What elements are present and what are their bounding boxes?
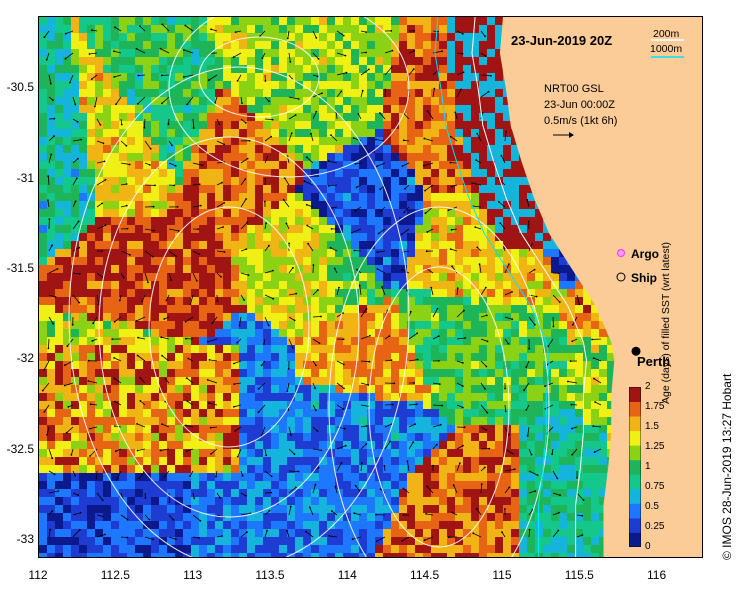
colorbar-segment bbox=[629, 445, 641, 461]
x-tick-label: 112.5 bbox=[100, 568, 130, 582]
colorbar bbox=[629, 387, 641, 547]
colorbar-segment bbox=[629, 488, 641, 504]
y-tick-label: -32.5 bbox=[6, 441, 34, 456]
y-tick-label: -32 bbox=[16, 351, 34, 366]
contour-legend-200m: 200m bbox=[653, 28, 680, 40]
x-tick-label: 113.5 bbox=[255, 568, 285, 582]
argo-marker bbox=[617, 249, 625, 257]
colorbar-tick-label: 0 bbox=[645, 541, 651, 552]
product-line-3: 0.5m/s (1kt 6h) bbox=[544, 115, 618, 127]
colorbar-tick-label: 2 bbox=[645, 381, 651, 392]
sea-level-contours bbox=[68, 17, 550, 557]
x-tick-label: 112 bbox=[28, 568, 48, 582]
x-tick-label: 114 bbox=[337, 568, 357, 582]
x-tick-label: 115.5 bbox=[564, 568, 594, 582]
product-line-2: 23-Jun 00:00Z bbox=[544, 99, 615, 111]
colorbar-tick-label: 1.75 bbox=[645, 401, 665, 412]
x-tick-label: 114.5 bbox=[410, 568, 440, 582]
current-vectors bbox=[41, 23, 602, 543]
product-line-1: NRT00 GSL bbox=[544, 83, 604, 95]
colorbar-segment bbox=[629, 459, 641, 475]
x-tick-label: 113 bbox=[183, 568, 203, 582]
colorbar-title: Age (days) of filled SST (wrt latest) bbox=[660, 241, 672, 404]
sst-age-raster bbox=[39, 17, 623, 557]
colorbar-segment bbox=[629, 416, 641, 432]
colorbar-tick-label: 1.25 bbox=[645, 441, 665, 452]
y-tick-label: -31.5 bbox=[6, 260, 34, 275]
colorbar-tick-label: 0.5 bbox=[645, 501, 659, 512]
land-mass bbox=[499, 17, 702, 557]
colorbar-tick-label: 0.25 bbox=[645, 521, 665, 532]
legend-markers bbox=[553, 39, 684, 356]
y-tick-label: -33 bbox=[16, 531, 34, 546]
ship-marker bbox=[616, 272, 626, 282]
colorbar-segment bbox=[629, 503, 641, 519]
x-tick-label: 116 bbox=[647, 568, 667, 582]
colorbar-segment bbox=[629, 474, 641, 490]
sst-map-svg bbox=[39, 17, 702, 557]
bathymetry-contours bbox=[434, 17, 588, 557]
imos-credit: © IMOS 28-Jun-2019 13:27 Hobart bbox=[720, 373, 734, 560]
colorbar-segment bbox=[629, 430, 641, 446]
sst-map[interactable]: 23-Jun-2019 20Z 200m 1000m NRT00 GSL 23-… bbox=[38, 16, 703, 558]
city-label-perth: Perth bbox=[637, 354, 671, 369]
colorbar-segment bbox=[629, 387, 641, 402]
contour-legend-1000m: 1000m bbox=[650, 43, 683, 55]
x-tick-label: 115 bbox=[492, 568, 512, 582]
colorbar-tick-label: 1.5 bbox=[645, 421, 659, 432]
colorbar-tick-label: 1 bbox=[645, 461, 651, 472]
colorbar-segment bbox=[629, 532, 641, 547]
legend-argo-label: Argo bbox=[631, 247, 659, 261]
colorbar-segment bbox=[629, 401, 641, 417]
legend-ship-label: Ship bbox=[631, 271, 657, 285]
colorbar-tick-label: 0.75 bbox=[645, 481, 665, 492]
colorbar-segment bbox=[629, 517, 641, 533]
perth-marker bbox=[631, 346, 641, 356]
map-title: 23-Jun-2019 20Z bbox=[511, 33, 613, 48]
y-tick-label: -31 bbox=[16, 170, 34, 185]
y-tick-label: -30.5 bbox=[6, 80, 34, 95]
